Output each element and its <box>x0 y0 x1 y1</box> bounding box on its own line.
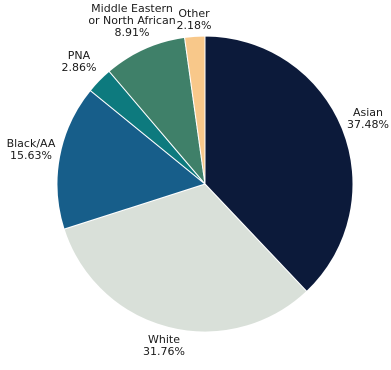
pie-label-other: Other 2.18% <box>177 7 212 32</box>
pie-label-black-aa: Black/AA 15.63% <box>7 137 56 162</box>
pie-label-asian: Asian 37.48% <box>347 106 389 131</box>
pie-slice-other <box>183 35 206 185</box>
pie-slice-white <box>63 183 308 333</box>
pie-label-pna: PNA 2.86% <box>62 49 97 74</box>
pie-slice-black-aa <box>56 89 207 230</box>
pie-slice-asian <box>204 35 354 293</box>
pie-label-white: White 31.76% <box>143 333 185 358</box>
pie-label-middle-eastern-or-north-african: Middle Eastern or North African 8.91% <box>88 2 175 39</box>
pie-slice-middle-eastern-or-north-african <box>108 36 206 186</box>
